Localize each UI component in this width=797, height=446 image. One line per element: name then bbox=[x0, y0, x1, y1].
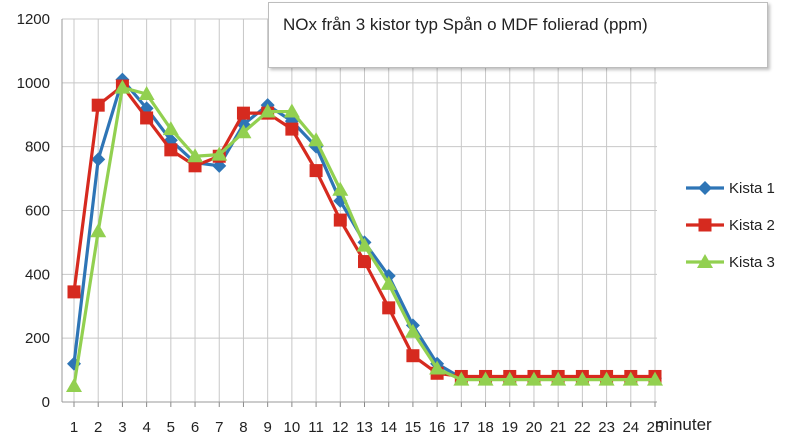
x-tick-label: 14 bbox=[380, 419, 397, 436]
data-point bbox=[550, 371, 567, 386]
data-point bbox=[188, 159, 202, 173]
data-point bbox=[477, 371, 494, 386]
x-tick-label: 21 bbox=[550, 419, 567, 436]
data-point bbox=[380, 275, 397, 290]
data-point bbox=[164, 143, 178, 157]
x-tick-label: 24 bbox=[622, 419, 639, 436]
data-point bbox=[382, 301, 396, 315]
data-point bbox=[308, 132, 325, 147]
x-tick-label: 17 bbox=[453, 419, 470, 436]
data-point bbox=[140, 111, 154, 125]
data-point bbox=[235, 124, 252, 139]
data-point bbox=[187, 148, 204, 163]
x-tick-label: 3 bbox=[118, 419, 126, 436]
legend-label: Kista 3 bbox=[729, 254, 775, 271]
x-tick-label: 8 bbox=[239, 419, 247, 436]
legend-item: Kista 3 bbox=[686, 254, 775, 271]
y-tick-label: 800 bbox=[25, 139, 50, 156]
x-tick-label: 25 bbox=[647, 419, 664, 436]
legend-label: Kista 1 bbox=[729, 180, 775, 197]
data-point bbox=[501, 371, 518, 386]
x-tick-label: 19 bbox=[501, 419, 518, 436]
x-tick-label: 23 bbox=[598, 419, 615, 436]
x-axis-label: minuter bbox=[655, 415, 712, 434]
y-tick-label: 600 bbox=[25, 203, 50, 220]
data-point bbox=[598, 371, 615, 386]
y-tick-label: 1200 bbox=[17, 11, 50, 28]
data-point bbox=[91, 98, 105, 112]
data-point bbox=[67, 285, 81, 299]
data-point bbox=[114, 79, 131, 94]
x-tick-label: 18 bbox=[477, 419, 494, 436]
legend: Kista 1 Kista 2 Kista 3 bbox=[686, 180, 775, 271]
data-point bbox=[90, 223, 107, 238]
legend-marker bbox=[698, 218, 712, 232]
data-point bbox=[406, 349, 420, 363]
data-point bbox=[429, 360, 446, 375]
legend-label: Kista 2 bbox=[729, 217, 775, 234]
x-tick-label: 11 bbox=[308, 419, 324, 436]
data-point bbox=[162, 121, 179, 136]
y-tick-label: 0 bbox=[42, 394, 50, 411]
data-point bbox=[259, 103, 276, 118]
x-tick-label: 12 bbox=[332, 419, 349, 436]
data-point bbox=[309, 164, 323, 178]
data-point bbox=[211, 146, 228, 161]
x-tick-label: 15 bbox=[405, 419, 422, 436]
x-tick-label: 2 bbox=[94, 419, 102, 436]
data-point bbox=[332, 181, 349, 196]
x-tick-label: 7 bbox=[215, 419, 223, 436]
series-kista-3 bbox=[66, 79, 663, 393]
legend-item: Kista 1 bbox=[686, 180, 775, 197]
data-point bbox=[525, 371, 542, 386]
x-tick-label: 1 bbox=[70, 419, 78, 436]
x-tick-label: 4 bbox=[142, 419, 150, 436]
chart-title: NOx från 3 kistor typ Spån o MDF foliera… bbox=[283, 15, 648, 34]
data-point bbox=[356, 237, 373, 252]
data-point bbox=[138, 86, 155, 101]
x-tick-label: 9 bbox=[263, 419, 271, 436]
data-point bbox=[66, 378, 82, 393]
grid bbox=[62, 18, 657, 403]
x-tick-label: 10 bbox=[284, 419, 301, 436]
data-point bbox=[333, 213, 347, 227]
x-tick-label: 6 bbox=[191, 419, 199, 436]
data-point bbox=[358, 255, 371, 269]
data-point bbox=[647, 371, 663, 386]
x-tick-label: 5 bbox=[167, 419, 175, 436]
data-point bbox=[622, 371, 639, 386]
data-point bbox=[574, 371, 591, 386]
data-point bbox=[285, 122, 299, 136]
chart-title-box: NOx från 3 kistor typ Spån o MDF foliera… bbox=[268, 2, 768, 68]
data-point bbox=[404, 323, 421, 338]
x-tick-label: 13 bbox=[356, 419, 373, 436]
data-point bbox=[283, 103, 300, 118]
y-tick-label: 1000 bbox=[17, 75, 50, 92]
legend-marker bbox=[697, 254, 713, 268]
data-point bbox=[236, 106, 250, 120]
y-tick-label: 400 bbox=[25, 266, 50, 283]
data-point bbox=[453, 371, 470, 386]
data-point bbox=[91, 152, 106, 167]
x-tick-label: 20 bbox=[526, 419, 543, 436]
series-layer bbox=[66, 72, 663, 393]
legend-item: Kista 2 bbox=[686, 217, 775, 234]
y-tick-label: 200 bbox=[25, 330, 50, 347]
x-tick-label: 22 bbox=[574, 419, 591, 436]
x-tick-label: 16 bbox=[429, 419, 446, 436]
legend-marker bbox=[698, 181, 712, 195]
